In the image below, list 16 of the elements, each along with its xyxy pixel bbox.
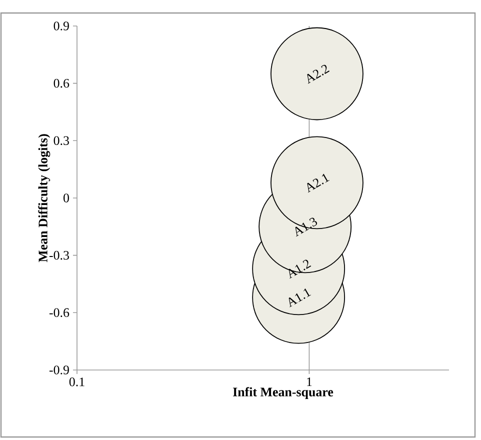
y-tick-label: -0.3 (49, 250, 69, 260)
y-tick-label: 0.3 (54, 136, 69, 146)
annotation: A1.2 (288, 260, 312, 279)
annotation: A2.1 (307, 174, 330, 193)
y-axis-title: Mean Difficulty (logits) (38, 134, 50, 262)
annotation: A1.3 (295, 218, 318, 237)
y-tick-label: 0.6 (54, 78, 70, 88)
annotation: A2.2 (307, 64, 330, 84)
y-tick-label: 0.9 (54, 22, 69, 30)
y-tick-label: 0 (64, 194, 69, 202)
y-tick-label: -0.9 (49, 366, 69, 374)
annotation: A1.1 (288, 288, 312, 308)
x-tick-label: 0.1 (69, 378, 84, 386)
x-axis-title: Infit Mean-square (233, 387, 334, 400)
x-tick-label: 1 (307, 378, 312, 386)
y-tick-label: -0.6 (49, 308, 70, 318)
